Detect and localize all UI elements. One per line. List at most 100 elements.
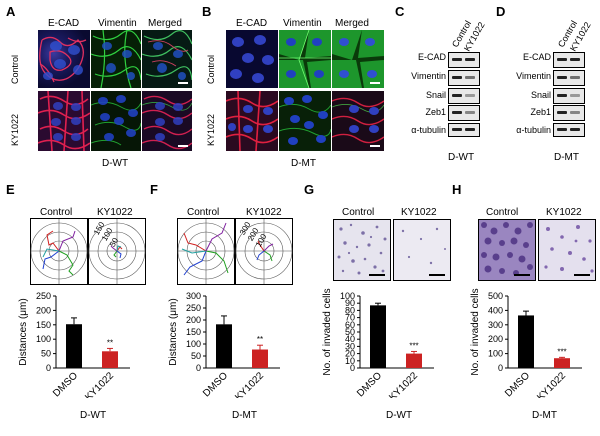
significance-mark: *** xyxy=(557,347,566,356)
protein-label: Vimentin xyxy=(411,71,446,81)
caption-d: D-MT xyxy=(554,152,579,163)
panel-label-d: D xyxy=(496,4,506,19)
y-tick-label: 500 xyxy=(488,291,503,301)
y-tick-label: 400 xyxy=(488,305,503,315)
y-axis-label: Distances (μm) xyxy=(168,298,179,365)
panel-label-b: B xyxy=(202,4,212,19)
panel-label-c: C xyxy=(395,4,405,19)
y-tick-label: 150 xyxy=(36,320,51,330)
blot-band xyxy=(448,105,480,121)
y-tick-label: 60 xyxy=(345,320,355,330)
y-tick-label: 10 xyxy=(345,356,355,366)
protein-label: α-tubulin xyxy=(516,125,551,135)
y-tick-label: 300 xyxy=(186,291,201,301)
protein-label: α-tubulin xyxy=(411,125,446,135)
y-tick-label: 0 xyxy=(46,363,51,373)
scale-bar xyxy=(178,82,188,84)
bar-chart-e: 0 50 100 150 200 250 Distances (μm) DMSO ** KY102… xyxy=(18,291,130,398)
protein-label: E-CAD xyxy=(522,52,551,62)
col-label-ecad: E-CAD xyxy=(48,18,80,29)
micrograph-a-control-vimentin xyxy=(91,30,141,88)
micrograph-a-ky-vimentin xyxy=(91,91,141,151)
blot-band xyxy=(448,123,480,137)
blot-band xyxy=(448,70,480,86)
y-tick-label: 100 xyxy=(186,339,201,349)
significance-mark: *** xyxy=(409,341,418,350)
protein-label: Zeb1 xyxy=(425,107,446,117)
blot-band xyxy=(553,70,585,86)
y-tick-label: 50 xyxy=(41,349,51,359)
blot-band xyxy=(448,88,480,104)
invasion-images-h xyxy=(478,219,596,281)
bar xyxy=(370,305,386,368)
category-label: KY1022 xyxy=(233,370,266,398)
blot-band xyxy=(553,88,585,104)
caption-c: D-WT xyxy=(448,152,475,163)
track-title-ky1022: KY1022 xyxy=(97,207,133,218)
protein-label: Snail xyxy=(530,90,551,100)
col-label-vimentin: Vimentin xyxy=(98,18,137,29)
caption-b: D-MT xyxy=(291,158,316,169)
track-title-ky1022: KY1022 xyxy=(246,207,282,218)
row-label-ky1022: KY1022 xyxy=(10,113,20,146)
micrograph-b-ky-merged xyxy=(332,91,384,151)
bar xyxy=(252,349,268,368)
y-tick-label: 0 xyxy=(350,363,355,373)
category-label: DMSO xyxy=(201,370,230,398)
y-tick-label: 0 xyxy=(498,363,503,373)
blot-band xyxy=(553,105,585,121)
y-tick-label: 250 xyxy=(36,291,51,301)
row-label-control: Control xyxy=(10,54,20,84)
micrograph-b-ky-vimentin xyxy=(279,91,331,151)
row-label-ky1022: KY1022 xyxy=(206,113,216,146)
caption-f: D-MT xyxy=(232,410,257,421)
y-axis-label: No. of invaded cells xyxy=(322,288,333,375)
micrograph-a-ky-merged xyxy=(142,91,192,151)
invasion-title-ky1022: KY1022 xyxy=(546,207,582,218)
caption-e: D-WT xyxy=(80,410,107,421)
y-tick-label: 200 xyxy=(36,305,51,315)
bar xyxy=(406,353,422,368)
y-tick-label: 0 xyxy=(196,363,201,373)
y-tick-label: 100 xyxy=(36,334,51,344)
category-label: KY1022 xyxy=(535,370,568,398)
y-tick-label: 200 xyxy=(488,334,503,344)
invasion-title-ky1022: KY1022 xyxy=(401,207,437,218)
panel-label-g: G xyxy=(304,182,315,197)
micrograph-a-ky-ecad xyxy=(38,91,90,151)
y-tick-label: 90 xyxy=(345,298,355,308)
significance-mark: ** xyxy=(107,338,113,347)
micrograph-b-control-merged xyxy=(332,30,384,88)
protein-label: Snail xyxy=(425,90,446,100)
category-label: DMSO xyxy=(503,370,532,398)
col-label-merged: Merged xyxy=(148,18,182,29)
y-tick-label: 300 xyxy=(488,320,503,330)
migration-tracks-f xyxy=(177,218,293,285)
y-tick-label: 40 xyxy=(345,334,355,344)
y-tick-label: 80 xyxy=(345,305,355,315)
y-tick-label: 20 xyxy=(345,349,355,359)
col-label-vimentin: Vimentin xyxy=(283,18,322,29)
scale-bar xyxy=(370,145,380,147)
invasion-images-g xyxy=(333,219,451,281)
blot-band xyxy=(553,123,585,137)
track-title-control: Control xyxy=(187,207,220,218)
track-title-control: Control xyxy=(40,207,73,218)
micrograph-a-control-merged xyxy=(142,30,192,88)
caption-h: D-MT xyxy=(532,410,557,421)
y-axis-label: Distances (μm) xyxy=(18,298,29,365)
category-label: KY1022 xyxy=(387,370,420,398)
y-tick-label: 70 xyxy=(345,313,355,323)
micrograph-b-control-ecad xyxy=(226,30,278,88)
bar xyxy=(102,351,118,368)
protein-label: E-CAD xyxy=(417,52,446,62)
scale-bar xyxy=(370,82,380,84)
category-label: KY1022 xyxy=(83,370,116,398)
caption-a: D-WT xyxy=(102,158,129,169)
category-label: DMSO xyxy=(51,370,80,398)
significance-mark: ** xyxy=(257,335,263,344)
migration-tracks-e xyxy=(30,218,146,285)
y-tick-label: 250 xyxy=(186,303,201,313)
y-tick-label: 150 xyxy=(186,327,201,337)
